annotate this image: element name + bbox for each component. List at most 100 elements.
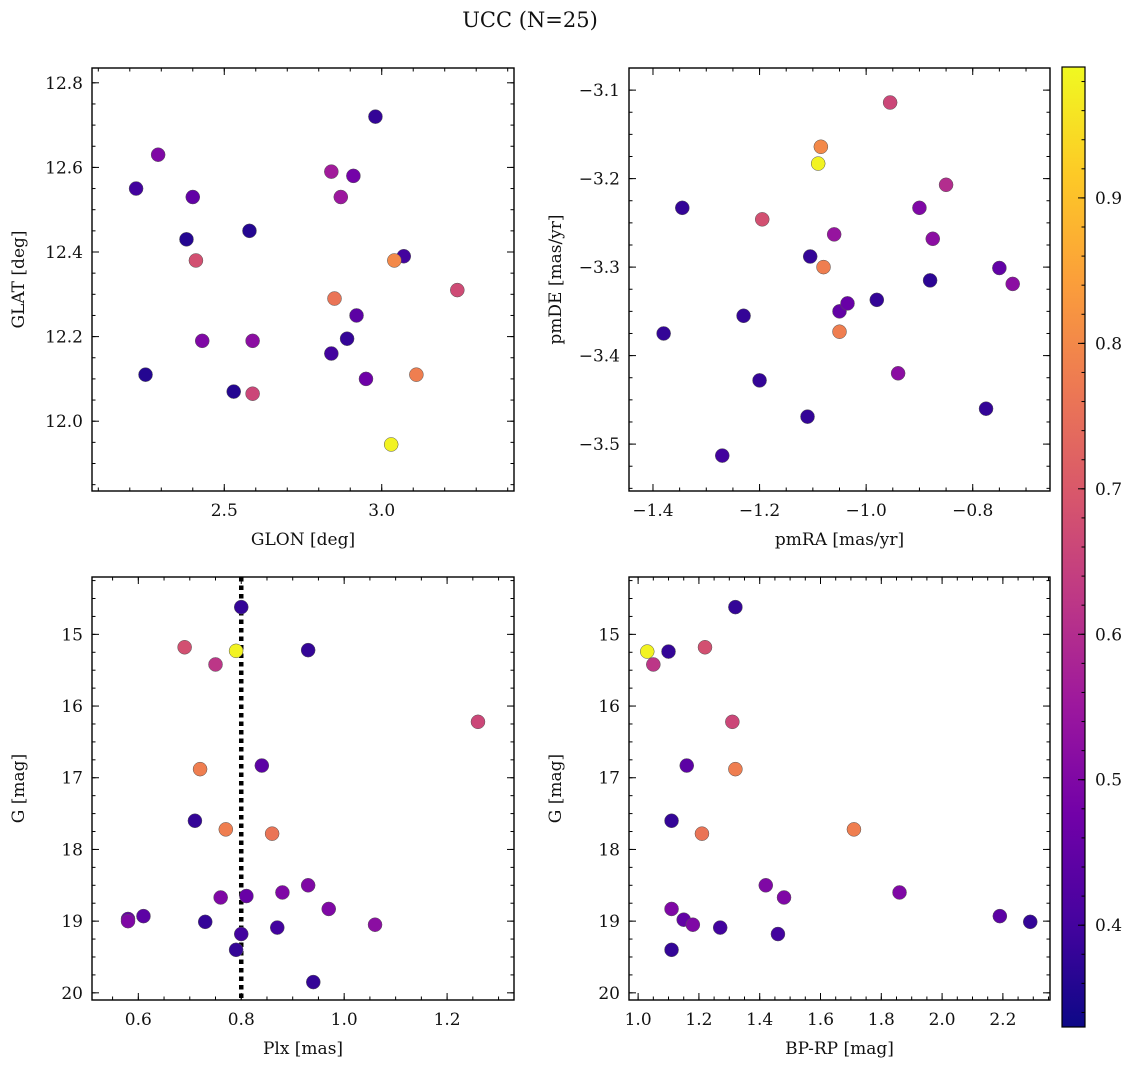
colorbar-tick-label: 0.6 (1095, 625, 1122, 645)
scatter-point (197, 914, 213, 930)
panel-plx-g: 0.6 0.8 1.0 1.2 15 16 17 18 19 20 Plx [mas] G [mag] (9, 576, 515, 1059)
y-tick-label: 12.2 (45, 328, 83, 348)
scatter-point (333, 189, 349, 205)
scatter-point (275, 885, 290, 900)
scatter-point (639, 644, 655, 659)
x-tick-label: 2.2 (989, 1010, 1016, 1030)
scatter-point (912, 200, 927, 216)
scatter-point (728, 599, 743, 615)
scatter-point (185, 189, 201, 205)
scatter-point (233, 926, 249, 942)
scatter-point (1005, 276, 1020, 292)
y-tick-label: −3.3 (579, 258, 620, 278)
scatter-point (728, 761, 743, 777)
axes-frame (91, 67, 515, 492)
y-tick-label: 18 (598, 840, 620, 860)
scatter-point (228, 942, 244, 958)
y-tick-label: 18 (61, 840, 83, 860)
y-tick-label: 16 (598, 697, 620, 717)
x-axis-label: GLON [deg] (251, 530, 355, 550)
x-tick-label: 1.2 (685, 1010, 712, 1030)
scatter-point (387, 253, 402, 268)
scatter-point (675, 200, 690, 216)
figure-title: UCC (N=25) (462, 8, 598, 32)
scatter-point (813, 139, 829, 155)
scatter-point (306, 974, 321, 990)
scatter-point (213, 890, 228, 905)
axes-frame (91, 576, 515, 1001)
y-tick-label: 17 (598, 769, 620, 789)
scatter-point (470, 714, 486, 730)
scatter-point (846, 822, 862, 837)
y-tick-label: 17 (61, 769, 83, 789)
scatter-point (233, 599, 249, 615)
colorbar-tick-label: 0.9 (1095, 189, 1122, 209)
scatter-point (368, 109, 383, 124)
x-tick-label: −1.4 (632, 501, 673, 521)
scatter-point (694, 826, 710, 841)
scatter-point (938, 177, 954, 193)
scatter-point (367, 917, 383, 932)
scatter-point (346, 168, 361, 184)
scatter-point (194, 333, 210, 349)
x-tick-label: 1.8 (868, 1010, 895, 1030)
x-tick-label: 1.4 (746, 1010, 773, 1030)
scatter-point (810, 156, 826, 171)
scatter-point (187, 813, 203, 829)
scatter-point (254, 758, 270, 773)
scatter-point (188, 253, 204, 268)
x-tick-label: 2.0 (929, 1010, 956, 1030)
panel-glon-glat: 2.5 3.0 12.0 12.2 12.4 12.6 12.8 GLON [deg] GLAT… (9, 67, 515, 550)
scatter-point (245, 333, 260, 349)
scatter-point (892, 885, 907, 900)
y-tick-label: −3.4 (579, 347, 620, 367)
scatter-point (339, 331, 355, 346)
scatter-point (383, 437, 399, 452)
scatter-point (770, 926, 786, 942)
scatter-point (150, 147, 166, 162)
scatter-point (245, 386, 260, 401)
scatter-point (270, 920, 285, 935)
colorbar-tick-label: 0.8 (1095, 334, 1122, 354)
scatter-point (882, 95, 898, 110)
scatter-point (826, 227, 842, 242)
y-tick-label: −3.1 (579, 81, 620, 101)
scatter-point (179, 232, 194, 247)
plot-area (120, 577, 486, 1000)
y-tick-label: 15 (61, 625, 83, 645)
scatter-point (697, 640, 713, 655)
y-axis-label: pmDE [mas/yr] (546, 214, 566, 344)
y-tick-label: −3.5 (579, 435, 620, 455)
scatter-point (754, 212, 770, 227)
x-tick-label: −0.8 (952, 501, 993, 521)
scatter-point (661, 644, 676, 659)
scatter-point (802, 249, 818, 264)
x-axis-label: BP-RP [mag] (785, 1039, 894, 1059)
scatter-point (679, 758, 695, 773)
scatter-point (138, 367, 153, 382)
scatter-point (725, 714, 740, 730)
y-tick-label: 12.0 (45, 412, 83, 432)
x-tick-label: 1.2 (434, 1010, 461, 1030)
y-tick-label: 16 (61, 697, 83, 717)
scatter-point (226, 384, 241, 399)
scatter-point (816, 259, 831, 275)
axes-frame (628, 67, 1051, 492)
scatter-point (685, 917, 701, 932)
scatter-point (218, 822, 234, 837)
scatter-point (922, 273, 938, 288)
scatter-point (925, 231, 941, 247)
scatter-point (840, 296, 855, 311)
scatter-point (349, 308, 364, 323)
x-axis-label: Plx [mas] (263, 1039, 343, 1059)
scatter-point (832, 324, 847, 339)
scatter-point (324, 346, 339, 361)
scatter-point (736, 308, 751, 324)
axes-frame (628, 576, 1051, 1001)
scatter-point (327, 291, 342, 306)
scatter-point (715, 448, 730, 463)
scatter-point (358, 371, 374, 387)
colorbar-tick-label: 0.4 (1095, 916, 1122, 936)
scatter-point (136, 908, 151, 924)
